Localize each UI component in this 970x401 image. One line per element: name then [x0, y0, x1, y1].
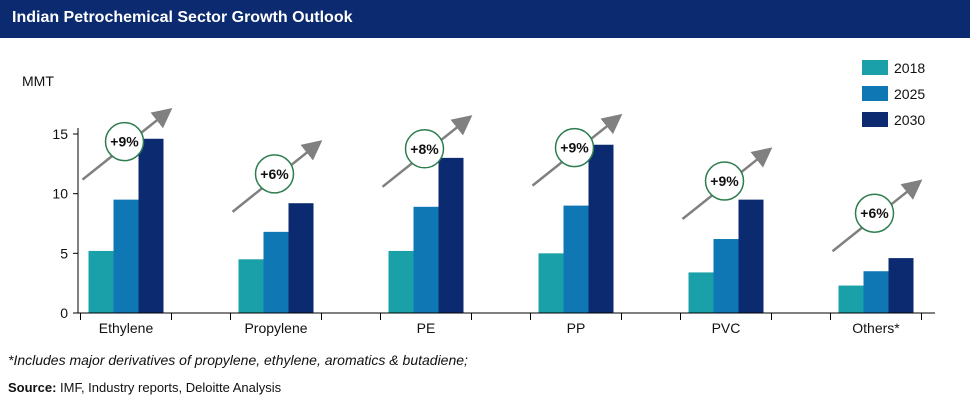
growth-badge [104, 121, 145, 162]
x-tick-label: PE [417, 320, 436, 336]
legend-swatch-2025 [862, 86, 888, 101]
growth-badge [554, 127, 595, 168]
growth-label: +9% [110, 134, 139, 150]
legend-swatch-2030 [862, 112, 888, 127]
growth-badge [254, 154, 295, 194]
bar-2030-propylene [288, 203, 314, 313]
y-tick-label: 0 [60, 305, 68, 321]
y-axis-label: MMT [22, 73, 54, 89]
x-tick-label: Propylene [244, 320, 307, 336]
bar-chart: MMT 0 5 10 15 Ethylene Propylene PE PP PVC Other… [22, 60, 935, 336]
legend: 2018 2025 2030 [862, 60, 925, 128]
y-tick-label: 10 [52, 186, 68, 202]
legend-label-2025: 2025 [894, 86, 925, 102]
source-line: Source: IMF, Industry reports, Deloitte … [8, 380, 281, 395]
bar-2018-pp [538, 253, 564, 313]
bar-2018-others [838, 285, 864, 313]
bar-2025-others [863, 271, 889, 313]
growth-badge [704, 161, 745, 201]
legend-label-2018: 2018 [894, 60, 925, 76]
growth-badge [854, 193, 895, 233]
title-bar: Indian Petrochemical Sector Growth Outlo… [0, 0, 970, 38]
footnote: *Includes major derivatives of propylene… [8, 352, 468, 368]
legend-swatch-2018 [862, 60, 888, 75]
growth-badge [404, 129, 445, 169]
x-tick-label: PP [567, 320, 586, 336]
bar-2018-pe [388, 250, 414, 313]
x-tick-label: PVC [712, 320, 741, 336]
bar-2025-pe [413, 206, 439, 313]
x-tick-label: Others* [852, 320, 900, 336]
source-text: IMF, Industry reports, Deloitte Analysis [56, 380, 282, 395]
growth-label: +6% [260, 166, 289, 182]
bar-2025-propylene [263, 231, 289, 313]
growth-label: +8% [410, 141, 439, 157]
legend-label-2030: 2030 [894, 112, 925, 128]
bar-2018-ethylene [88, 250, 114, 313]
bar-2030-pvc [738, 199, 764, 313]
page-title: Indian Petrochemical Sector Growth Outlo… [12, 9, 353, 26]
growth-annotations: +9% +6% +8% +9% +9% +6% [81, 107, 923, 253]
bar-2018-pvc [688, 272, 714, 313]
x-tick-label: Ethylene [99, 320, 154, 336]
y-tick-label: 15 [52, 126, 68, 142]
bar-2030-pe [438, 157, 464, 313]
bar-2025-pp [563, 205, 589, 313]
growth-label: +9% [710, 173, 739, 189]
source-label: Source: [8, 380, 57, 395]
bar-2030-ethylene [138, 138, 164, 313]
bar-2025-ethylene [113, 199, 139, 313]
bars [88, 138, 914, 313]
bar-2030-pp [588, 144, 614, 313]
y-tick-label: 5 [60, 245, 68, 261]
growth-label: +9% [560, 140, 589, 156]
y-axis: 0 5 10 15 [52, 126, 79, 321]
growth-label: +6% [860, 205, 889, 221]
x-axis: Ethylene Propylene PE PP PVC Others* [78, 312, 935, 336]
bar-2025-pvc [713, 239, 739, 313]
bar-2018-propylene [238, 259, 264, 313]
bar-2030-others [888, 258, 914, 313]
